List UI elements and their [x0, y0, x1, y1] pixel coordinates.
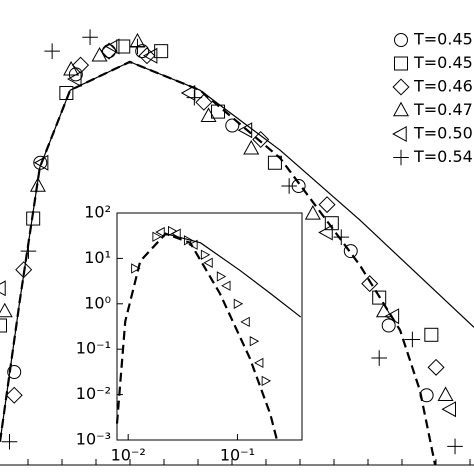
x-tick-label: 10⁻¹ — [220, 446, 255, 465]
marker — [1, 433, 18, 450]
marker — [393, 149, 409, 166]
marker — [135, 44, 150, 59]
marker — [33, 154, 49, 171]
marker — [237, 122, 253, 139]
marker — [59, 86, 74, 100]
marker — [240, 316, 250, 328]
marker — [7, 365, 22, 379]
marker — [304, 205, 321, 220]
marker — [82, 29, 98, 45]
marker — [437, 386, 454, 401]
marker — [243, 139, 260, 155]
marker — [381, 318, 396, 333]
marker — [252, 130, 270, 149]
marker — [29, 177, 46, 192]
marker — [441, 401, 456, 418]
curve — [165, 233, 302, 318]
y-tick-label: 10⁻² — [76, 384, 111, 403]
marker — [392, 126, 407, 142]
marker — [375, 302, 392, 318]
marker — [15, 261, 33, 279]
inset-frame — [116, 212, 303, 441]
x-tick-label: 10⁻² — [111, 446, 146, 465]
marker — [233, 298, 244, 309]
marker — [171, 228, 181, 239]
marker — [138, 47, 156, 65]
legend-label: T=0.45 — [413, 30, 473, 49]
marker — [91, 46, 108, 62]
marker — [393, 101, 409, 117]
marker — [0, 280, 6, 297]
marker — [195, 93, 213, 111]
marker — [203, 257, 213, 268]
marker — [183, 235, 194, 246]
marker — [155, 226, 165, 238]
marker — [404, 331, 421, 348]
marker — [372, 290, 387, 305]
marker — [154, 44, 169, 59]
marker — [281, 178, 297, 194]
y-tick-label: 10¹ — [84, 248, 111, 267]
marker — [333, 229, 350, 245]
marker — [100, 42, 118, 60]
legend-label: T=0.46 — [413, 77, 473, 96]
y-tick-label: 10⁰ — [84, 293, 111, 312]
marker — [200, 249, 211, 260]
marker — [211, 104, 226, 119]
legend-label: T=0.47 — [413, 100, 473, 119]
marker — [225, 118, 240, 133]
marker — [20, 243, 37, 259]
marker — [221, 280, 231, 291]
marker — [394, 56, 408, 71]
marker — [44, 43, 60, 59]
legend-label: T=0.54 — [413, 147, 473, 166]
marker — [5, 386, 23, 404]
marker — [343, 244, 358, 259]
marker — [361, 275, 379, 293]
marker — [63, 60, 80, 76]
marker — [152, 231, 162, 242]
y-tick-label: 10⁻¹ — [76, 339, 111, 358]
marker — [67, 71, 82, 88]
marker — [447, 438, 463, 455]
marker — [392, 78, 410, 96]
marker — [371, 350, 387, 366]
marker — [188, 239, 198, 250]
marker — [249, 336, 260, 347]
marker — [129, 38, 146, 55]
marker — [33, 155, 48, 170]
marker — [267, 155, 282, 170]
marker — [142, 47, 158, 64]
legend-label: T=0.45 — [413, 53, 473, 72]
marker — [186, 89, 203, 106]
marker — [216, 271, 227, 282]
marker — [104, 38, 120, 55]
marker — [394, 33, 408, 47]
marker — [0, 318, 7, 333]
marker — [427, 358, 445, 376]
curve — [115, 232, 279, 441]
marker — [318, 224, 333, 241]
marker — [424, 327, 439, 342]
marker — [384, 308, 400, 325]
y-tick-label: 10⁻³ — [76, 430, 111, 449]
marker — [26, 211, 41, 226]
y-tick-label: 10² — [84, 203, 111, 222]
marker — [253, 357, 264, 369]
marker — [318, 196, 336, 214]
legend-label: T=0.50 — [413, 124, 473, 143]
marker — [200, 107, 217, 122]
marker — [261, 375, 272, 387]
marker — [131, 263, 141, 274]
marker — [419, 388, 434, 403]
marker — [0, 302, 13, 318]
